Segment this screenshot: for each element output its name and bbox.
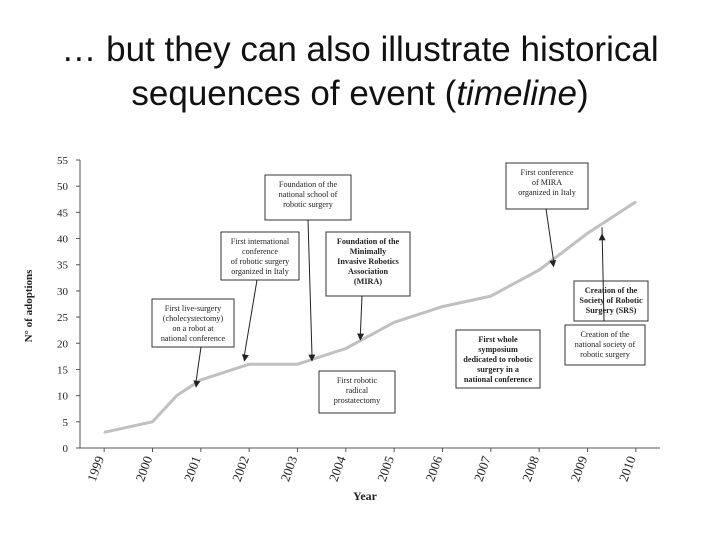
x-tick-label: 2001 bbox=[181, 454, 204, 484]
event-arrow bbox=[601, 227, 605, 322]
event-arrowhead bbox=[308, 354, 316, 362]
x-tick-label: 2010 bbox=[616, 454, 639, 484]
y-tick-label: 30 bbox=[57, 286, 69, 298]
y-tick-label: 40 bbox=[57, 234, 69, 246]
event-label: First international conference of robotic … bbox=[231, 237, 290, 276]
event-annotation: First conference of MIRA organized in Ital… bbox=[505, 162, 589, 268]
data-point bbox=[393, 321, 395, 324]
series-layer bbox=[103, 200, 637, 434]
annotation-layer: First live-surgery (cholecystectomy) on a … bbox=[151, 162, 649, 414]
event-label: Creation of the national society of roboti… bbox=[575, 330, 636, 359]
event-arrowhead bbox=[598, 233, 606, 241]
y-tick-label: 15 bbox=[57, 364, 69, 376]
event-label: First whole symposium dedicated to robotic… bbox=[463, 335, 533, 384]
y-tick-label: 0 bbox=[63, 443, 69, 455]
event-arrowhead bbox=[241, 354, 249, 362]
event-label: First robotic radical prostatectomy bbox=[334, 376, 381, 405]
x-tick-label: 2003 bbox=[277, 454, 300, 484]
event-label: Creation of the Society of Robotic Surgery… bbox=[579, 286, 643, 315]
x-tick-label: 1999 bbox=[84, 454, 107, 484]
x-tick-label: 2009 bbox=[567, 454, 590, 484]
data-point bbox=[635, 201, 637, 203]
event-annotation: Creation of the national society of roboti… bbox=[564, 324, 646, 366]
y-tick-label: 55 bbox=[57, 155, 69, 167]
event-annotation: Foundation of the national school of robot… bbox=[264, 174, 352, 362]
data-point bbox=[175, 394, 178, 397]
x-tick-label: 2002 bbox=[229, 454, 252, 484]
event-annotation: First robotic radical prostatectomy bbox=[318, 370, 396, 414]
event-label: Foundation of the national school of robot… bbox=[279, 180, 338, 209]
x-tick-label: 2007 bbox=[471, 453, 494, 483]
event-label: First live-surgery (cholecystectomy) on a … bbox=[161, 304, 226, 343]
x-tick-label: 2008 bbox=[519, 454, 542, 484]
event-box bbox=[325, 231, 411, 297]
x-axis-title: Year bbox=[353, 489, 378, 503]
event-label: Foundation of the Minimally Invasive Robot… bbox=[337, 237, 400, 286]
y-tick-label: 25 bbox=[57, 312, 69, 324]
data-point bbox=[200, 379, 202, 381]
event-box bbox=[455, 329, 541, 389]
y-tick-label: 35 bbox=[57, 260, 69, 272]
event-annotation: First live-surgery (cholecystectomy) on a … bbox=[151, 298, 235, 388]
y-tick-label: 10 bbox=[57, 391, 69, 403]
y-tick-label: 45 bbox=[57, 207, 69, 219]
title-line-2-italic: timeline bbox=[456, 74, 577, 113]
slide-title: … but they can also illustrate historica… bbox=[0, 28, 720, 116]
data-point bbox=[538, 269, 540, 271]
event-arrow bbox=[545, 208, 555, 262]
event-label: First conference of MIRA organized in Ital… bbox=[518, 168, 577, 197]
title-line-2-start: sequences of event ( bbox=[131, 74, 457, 113]
y-tick-label: 5 bbox=[63, 417, 69, 429]
event-arrowhead bbox=[549, 259, 557, 268]
title-line-2-end: ) bbox=[576, 74, 589, 113]
data-point bbox=[345, 347, 347, 350]
event-box bbox=[220, 231, 300, 281]
event-annotation: Creation of the Society of Robotic Surgery… bbox=[573, 227, 649, 322]
y-tick-label: 20 bbox=[57, 338, 69, 350]
event-arrowhead bbox=[193, 380, 201, 388]
data-point bbox=[103, 431, 105, 434]
event-arrow bbox=[307, 219, 313, 356]
event-annotation: First whole symposium dedicated to robotic… bbox=[455, 329, 541, 389]
event-box bbox=[564, 324, 646, 366]
data-point bbox=[296, 363, 299, 366]
data-point bbox=[441, 305, 444, 308]
event-box bbox=[151, 298, 235, 348]
x-tick-label: 2005 bbox=[374, 454, 397, 484]
x-tick-label: 2006 bbox=[422, 453, 445, 483]
event-box bbox=[505, 162, 589, 210]
data-point bbox=[490, 295, 492, 297]
y-axis-title: N° of adoptions bbox=[23, 269, 35, 343]
data-point bbox=[586, 232, 589, 235]
event-annotation: Foundation of the Minimally Invasive Robot… bbox=[325, 231, 411, 341]
x-tick-label: 2000 bbox=[132, 454, 155, 484]
title-line-2: sequences of event (timeline) bbox=[0, 72, 720, 116]
event-arrow bbox=[195, 346, 202, 382]
event-annotation: First international conference of robotic … bbox=[220, 231, 300, 362]
x-tick-label: 2004 bbox=[326, 453, 349, 483]
event-box bbox=[573, 280, 649, 322]
data-point bbox=[151, 421, 154, 423]
y-tick-label: 50 bbox=[57, 181, 69, 193]
event-arrowhead bbox=[357, 333, 365, 341]
event-arrow bbox=[359, 295, 363, 335]
title-line-1: … but they can also illustrate historica… bbox=[61, 30, 659, 69]
event-arrow bbox=[243, 279, 258, 356]
event-box bbox=[264, 174, 352, 221]
event-box bbox=[318, 370, 396, 414]
data-point bbox=[248, 363, 250, 366]
